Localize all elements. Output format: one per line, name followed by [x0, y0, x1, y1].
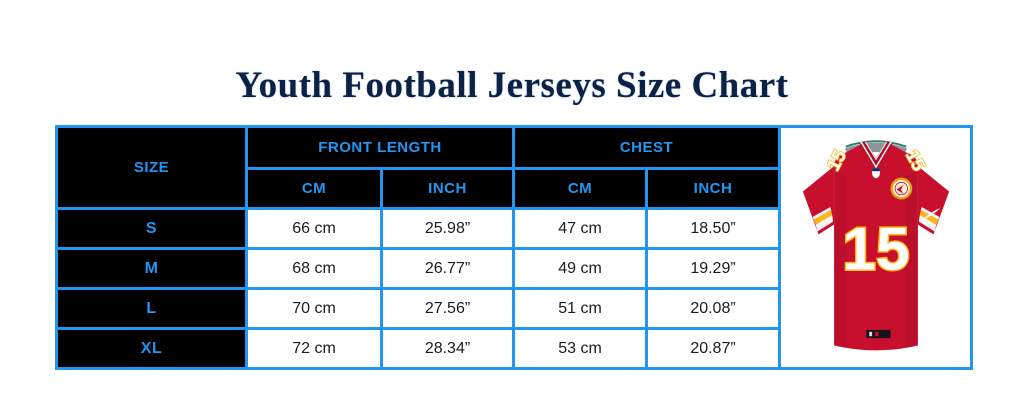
left-cuff-thin-white [812, 206, 831, 220]
cell-front-cm: 66 cm [245, 207, 383, 250]
jock-tag-shield [868, 331, 872, 336]
torso-shade-left [833, 169, 847, 347]
cell-chest-inch: 19.29” [645, 247, 781, 290]
jersey-photo-cell: 15 15 15 [778, 125, 973, 370]
header-cell-front-cm: CM [245, 167, 383, 210]
team-patch-ring [894, 181, 908, 195]
vneck-inner-piping [864, 140, 887, 160]
left-cuff-white-band [815, 214, 833, 231]
jersey-collar-tape [844, 139, 907, 148]
left-cuff-gold-stripe [813, 209, 832, 225]
jock-tag-red-box [874, 331, 879, 336]
swoosh-icon [923, 207, 940, 220]
cell-front-cm: 72 cm [245, 327, 383, 370]
jersey-image: 15 15 15 [802, 139, 949, 350]
cell-front-inch: 25.98” [380, 207, 515, 250]
cell-chest-cm: 51 cm [512, 287, 648, 330]
size-cell: L [55, 287, 248, 330]
table-row-xl: XL 72 cm 28.34” 53 cm 20.87” [55, 327, 972, 370]
header-cell-front-length: FRONT LENGTH [245, 125, 515, 170]
cell-front-cm: 68 cm [245, 247, 383, 290]
chest-number: 15 [842, 214, 909, 282]
team-patch-arrow [895, 184, 903, 194]
cell-chest-inch: 20.87” [645, 327, 781, 370]
header-cell-chest-cm: CM [512, 167, 648, 210]
cell-chest-cm: 47 cm [512, 207, 648, 250]
cell-chest-inch: 20.08” [645, 287, 781, 330]
page-title: Youth Football Jerseys Size Chart [235, 64, 789, 106]
header-cell-chest-inch: INCH [645, 167, 781, 210]
header-cell-front-inch: INCH [380, 167, 515, 210]
jersey-vneck-band [858, 140, 893, 171]
size-cell: XL [55, 327, 248, 370]
torso-shade-right [904, 169, 918, 347]
header-row-groups: SIZE FRONT LENGTH CHEST [55, 125, 973, 370]
cell-front-inch: 26.77” [380, 247, 515, 290]
vneck-outer-piping [859, 139, 892, 169]
table-row-s: S 66 cm 25.98” 47 cm 18.50” [55, 207, 972, 250]
size-cell: M [55, 247, 248, 290]
cell-front-inch: 27.56” [380, 287, 515, 330]
header-row-units: CM INCH CM INCH [57, 167, 972, 210]
cell-chest-cm: 49 cm [512, 247, 648, 290]
header-cell-size: SIZE [55, 125, 248, 210]
size-cell: S [55, 207, 248, 250]
nfl-shield-top [871, 167, 880, 171]
cell-front-cm: 70 cm [245, 287, 383, 330]
right-cuff-thin-white [920, 206, 939, 220]
cell-front-inch: 28.34” [380, 327, 515, 370]
header-cell-chest: CHEST [512, 125, 781, 170]
cell-chest-cm: 53 cm [512, 327, 648, 370]
right-cuff-gold-stripe [919, 209, 938, 225]
size-chart-table: SIZE FRONT LENGTH CHEST [55, 125, 973, 370]
right-cuff-white-band [918, 214, 936, 231]
table-row-l: L 70 cm 27.56” 51 cm 20.08” [55, 287, 972, 330]
cell-chest-inch: 18.50” [645, 207, 781, 250]
table-row-m: M 68 cm 26.77” 49 cm 19.29” [55, 247, 972, 290]
